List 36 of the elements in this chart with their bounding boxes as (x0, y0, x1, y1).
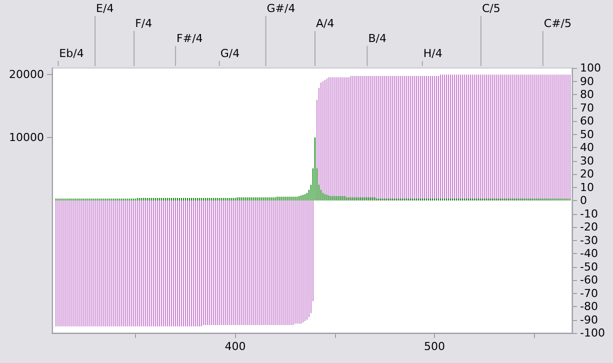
ref-line-label: F#/4 (176, 32, 203, 45)
ref-line-label: F/4 (135, 17, 152, 30)
y2-tick-label: 20 (580, 168, 594, 180)
y2-tick-label: -60 (580, 274, 598, 286)
y2-tick-label: 30 (580, 154, 594, 168)
ref-line-label: B/4 (368, 32, 386, 45)
y2-tick-label: 0 (580, 194, 587, 207)
y2-tick-label: 40 (580, 141, 594, 154)
y2-tick-label: -50 (580, 260, 598, 274)
ref-line-label: G/4 (220, 47, 240, 60)
y2-tick-label: -70 (580, 286, 598, 300)
y2-tick-label: 60 (580, 114, 594, 128)
ref-line-label: C/5 (482, 2, 500, 15)
y-tick-label: 20000 (9, 68, 44, 81)
ref-line-label: G#/4 (266, 2, 296, 15)
y2-tick-label: -40 (580, 247, 598, 260)
ref-line-label: A/4 (316, 17, 334, 30)
x-tick-label: 500 (424, 340, 446, 353)
y2-tick-label: 50 (580, 128, 594, 141)
y2-tick-label: -90 (580, 313, 598, 326)
y2-tick-label: 10 (580, 180, 594, 194)
y2-tick-label: -30 (580, 234, 598, 247)
ref-line-label: Eb/4 (59, 47, 84, 60)
y2-tick-label: -10 (580, 207, 598, 220)
y2-tick-label: 100 (580, 62, 601, 74)
ref-line-label: C#/5 (544, 17, 572, 30)
y2-tick-label: -100 (580, 326, 605, 340)
ref-line-label: H/4 (423, 47, 442, 60)
y2-tick-label: 80 (580, 88, 594, 101)
y-tick-label: 10000 (9, 130, 44, 144)
y2-tick-label: 70 (580, 101, 594, 114)
y2-tick-label: 90 (580, 74, 594, 88)
y2-tick-label: -80 (580, 300, 598, 313)
y2-tick-label: -20 (580, 220, 598, 234)
ref-line-label: E/4 (96, 2, 114, 15)
x-tick-label: 400 (224, 340, 246, 353)
